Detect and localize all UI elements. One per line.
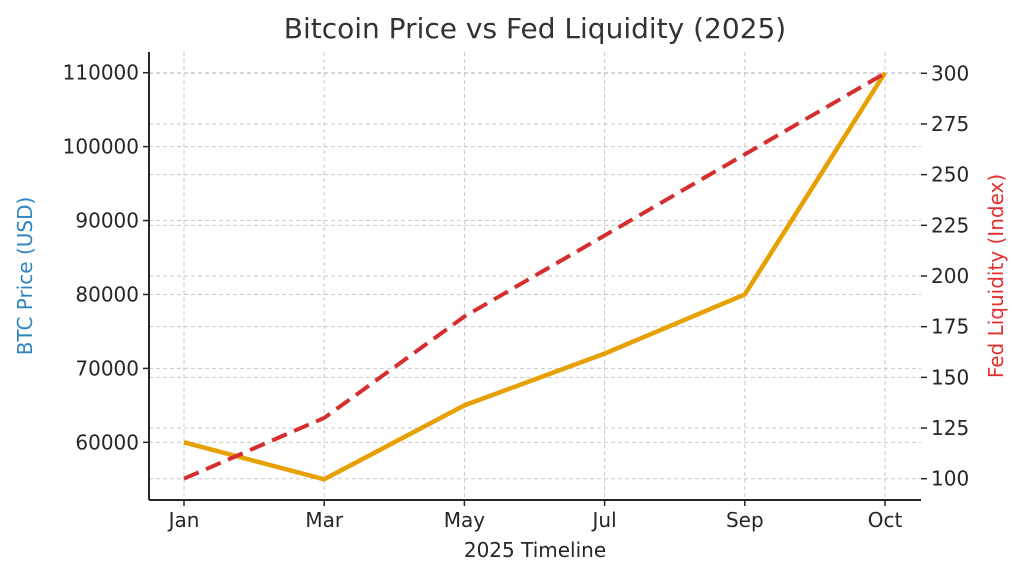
right-y-axis-ticks: 100 125 150 175 200 225 250 275 300 <box>921 61 969 491</box>
series-lines <box>183 71 887 482</box>
x-axis-ticks: Jan Mar May Jul Sep Oct <box>167 500 903 532</box>
left-y-tick-label: 90000 <box>75 209 139 233</box>
right-y-tick-label: 100 <box>931 467 969 491</box>
right-y-tick-label: 150 <box>931 365 969 389</box>
right-y-tick-label: 300 <box>931 61 969 85</box>
x-tick-label: Oct <box>868 508 903 532</box>
left-y-tick-label: 110000 <box>63 61 139 85</box>
left-y-axis-label: BTC Price (USD) <box>13 197 37 356</box>
right-y-tick-label: 225 <box>931 213 969 237</box>
left-y-axis-ticks: 60000 70000 80000 90000 100000 110000 <box>63 61 149 454</box>
x-axis-label: 2025 Timeline <box>464 538 606 562</box>
btc-price-line <box>183 71 887 482</box>
left-y-tick-label: 80000 <box>75 282 139 306</box>
right-y-tick-label: 250 <box>931 163 969 187</box>
chart-title: Bitcoin Price vs Fed Liquidity (2025) <box>284 12 786 45</box>
left-y-tick-label: 70000 <box>75 356 139 380</box>
left-y-tick-label: 60000 <box>75 430 139 454</box>
right-y-tick-label: 125 <box>931 416 969 440</box>
fed-liquidity-line <box>183 71 887 481</box>
x-tick-label: Sep <box>726 508 764 532</box>
x-tick-label: Jan <box>167 508 200 532</box>
right-y-tick-label: 200 <box>931 264 969 288</box>
grid-lines <box>149 52 921 500</box>
x-tick-label: Mar <box>305 508 344 532</box>
right-y-tick-label: 175 <box>931 315 969 339</box>
left-y-tick-label: 100000 <box>63 135 139 159</box>
axes-spines <box>148 52 921 501</box>
right-y-axis-label: Fed Liquidity (Index) <box>984 174 1008 378</box>
x-tick-label: May <box>444 508 486 532</box>
right-y-tick-label: 275 <box>931 112 969 136</box>
x-tick-label: Jul <box>591 508 617 532</box>
